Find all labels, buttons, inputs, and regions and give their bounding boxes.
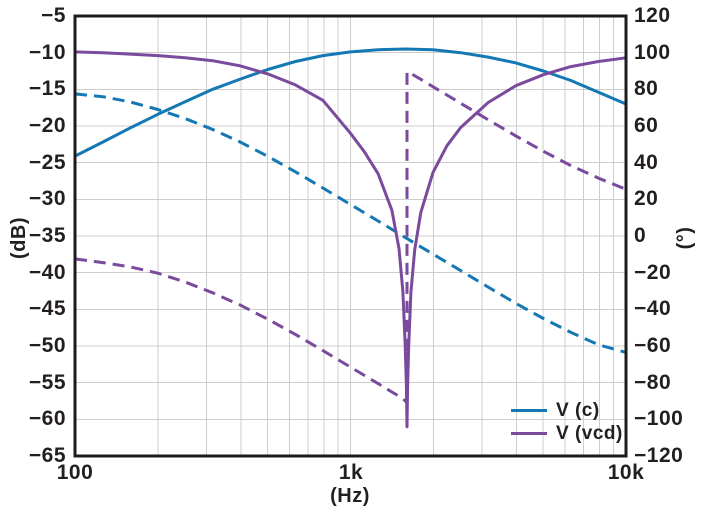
y-right-tick-label: 20	[634, 187, 659, 210]
y-left-tick-label: −45	[28, 297, 66, 320]
x-tick-label: 100	[56, 461, 94, 484]
y-right-tick-label: 40	[634, 151, 659, 174]
legend: V (c) V (vcd)	[511, 399, 623, 445]
y-right-tick-label: −40	[634, 297, 672, 320]
y-right-tick-label: 0	[634, 224, 647, 247]
y-right-tick-label: −120	[634, 444, 684, 467]
y-right-tick-label: 100	[634, 41, 671, 64]
y-left-tick-label: −20	[28, 114, 66, 137]
y-left-tick-label: −60	[28, 407, 66, 430]
y-left-tick-label: −55	[28, 371, 66, 394]
legend-line-icon-vcd	[511, 432, 547, 435]
y-right-tick-label: 60	[634, 114, 659, 137]
x-axis-title: (Hz)	[330, 485, 370, 507]
legend-item-vcd: V (vcd)	[511, 422, 623, 445]
plot-border	[73, 14, 628, 458]
y-right-tick-label: −60	[634, 334, 672, 357]
series-vc_mag	[74, 47, 627, 158]
legend-label-vc: V (c)	[556, 400, 600, 421]
series-vcd_phase	[74, 70, 627, 405]
legend-label-vcd: V (vcd)	[556, 423, 623, 444]
y-left-tick-label: −15	[28, 77, 66, 100]
y-left-tick-label: −40	[28, 261, 66, 284]
legend-item-vc: V (c)	[511, 399, 623, 422]
y-left-tick-label: −10	[28, 41, 66, 64]
y-right-tick-label: −20	[634, 261, 672, 284]
y-right-tick-label: 120	[634, 4, 671, 27]
y-left-tick-label: −30	[28, 187, 66, 210]
y-left-tick-label: −35	[28, 224, 66, 247]
series-vc_phase	[74, 92, 627, 354]
y-right-tick-label: −80	[634, 371, 672, 394]
y-left-tick-label: −5	[41, 4, 66, 27]
y-left-tick-label: −25	[28, 151, 66, 174]
legend-line-icon-vc	[511, 409, 547, 412]
y-left-tick-label: −65	[28, 444, 66, 467]
series-vcd_mag	[74, 50, 627, 429]
y-left-tick-label: −50	[28, 334, 66, 357]
x-tick-label: 1k	[338, 461, 364, 484]
x-tick-label: 10k	[607, 461, 645, 484]
y-right-tick-label: −100	[634, 407, 684, 430]
left-axis-title: (dB)	[8, 217, 30, 259]
y-right-tick-label: 80	[634, 77, 659, 100]
right-axis-title: (°)	[674, 226, 696, 250]
gridlines	[74, 15, 627, 457]
